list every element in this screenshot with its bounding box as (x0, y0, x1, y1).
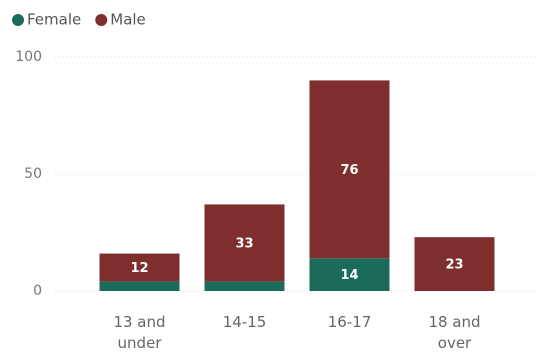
bar-segment (414, 237, 495, 291)
y-tick-label: 100 (15, 49, 42, 65)
x-tick-label: 18 and over (428, 313, 481, 352)
data-label: 12 (130, 261, 148, 276)
data-label: 33 (235, 237, 253, 252)
data-label: 76 (340, 163, 358, 178)
data-label: 14 (340, 268, 358, 283)
legend-label: Female (27, 11, 81, 29)
data-label: 23 (445, 258, 463, 273)
bar-segment (204, 281, 285, 291)
y-tick-label: 0 (33, 283, 42, 299)
x-tick-label: 14-15 (222, 313, 267, 331)
legend-swatch (95, 14, 108, 26)
bar-segment (99, 253, 180, 282)
bar-segment (204, 204, 285, 282)
legend-swatch (12, 14, 24, 26)
y-tick-label: 50 (24, 166, 42, 182)
legend-label: Male (110, 11, 146, 29)
bar-segment (99, 281, 180, 291)
bar-segment (309, 258, 390, 291)
bar-segment (309, 80, 390, 259)
x-tick-label: 13 and under (113, 313, 166, 352)
x-tick-label: 16-17 (327, 313, 372, 331)
